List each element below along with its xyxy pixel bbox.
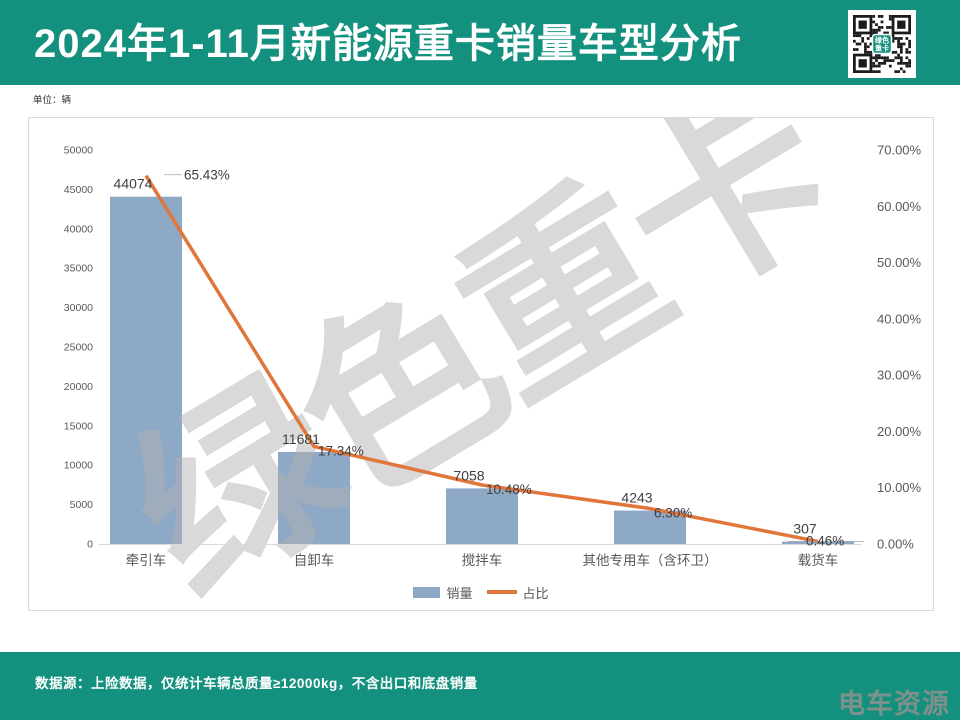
legend-line-swatch <box>486 590 517 594</box>
left-axis-tick-label: 10000 <box>64 460 93 472</box>
x-axis-category-label: 其他专用车（含环卫） <box>583 552 718 568</box>
bar-4 <box>782 541 854 544</box>
pct-label: 10.48% <box>486 482 532 497</box>
x-axis-category-label: 搅拌车 <box>462 552 503 568</box>
left-axis-tick-label: 50000 <box>64 145 93 157</box>
brand-logo: 电车资源 <box>838 689 950 719</box>
right-axis-tick-label: 60.00% <box>877 199 922 214</box>
header-band: 2024年1-11月新能源重卡销量车型分析 绿色 重卡 <box>0 0 960 85</box>
value-label: 11681 <box>282 431 320 447</box>
qr-code-icon: 绿色 重卡 <box>848 10 916 78</box>
svg-text:绿色: 绿色 <box>875 36 889 45</box>
svg-text:重卡: 重卡 <box>875 44 889 53</box>
right-axis-tick-label: 20.00% <box>877 424 922 439</box>
right-axis-tick-label: 50.00% <box>877 255 922 270</box>
left-axis-tick-label: 5000 <box>70 499 94 511</box>
bar-1 <box>278 451 350 544</box>
pct-label: 0.46% <box>806 533 844 548</box>
right-axis-tick-label: 40.00% <box>877 311 922 326</box>
value-label: 4243 <box>621 490 652 506</box>
pct-label: 6.30% <box>654 506 692 521</box>
value-label: 44074 <box>114 176 153 192</box>
bar-series-layer <box>110 196 854 544</box>
chart-legend: 销量 占比 <box>29 582 933 602</box>
page-title: 2024年1-11月新能源重卡销量车型分析 <box>34 22 742 66</box>
left-axis-tick-label: 15000 <box>64 420 93 432</box>
bar-0 <box>110 196 182 544</box>
footer-band: 数据源：上险数据，仅统计车辆总质量≥12000kg，不含出口和底盘销量 电车资源 <box>0 652 960 720</box>
left-axis-tick-label: 25000 <box>64 342 93 354</box>
chart-panel: 绿色重卡 0 5000 10000 15000 20000 25000 30000 35000… <box>28 117 934 611</box>
value-label: 307 <box>793 521 817 537</box>
left-axis-tick-label: 35000 <box>64 263 93 275</box>
left-axis-tick-label: 20000 <box>64 381 93 393</box>
right-axis-tick-label: 0.00% <box>877 537 914 552</box>
x-axis-category-label: 载货车 <box>798 552 839 568</box>
left-axis-tick-label: 40000 <box>64 223 93 235</box>
left-axis-tick-label: 45000 <box>64 184 93 196</box>
legend-label-share: 占比 <box>522 585 549 601</box>
pct-label: 65.43% <box>184 168 230 183</box>
right-axis-tick-label: 10.00% <box>877 480 922 495</box>
value-label: 7058 <box>453 467 484 483</box>
left-axis-tick-label: 30000 <box>64 302 93 314</box>
unit-label: 单位：辆 <box>33 95 72 106</box>
pct-label: 17.34% <box>318 443 364 458</box>
x-axis-category-label: 自卸车 <box>294 552 335 568</box>
data-source-note: 数据源：上险数据，仅统计车辆总质量≥12000kg，不含出口和底盘销量 <box>35 676 478 691</box>
qr-code-pattern: 绿色重卡 <box>848 10 916 78</box>
trend-line <box>144 174 819 544</box>
right-axis-tick-label: 30.00% <box>877 368 922 383</box>
bar-3 <box>614 510 686 544</box>
left-axis-tick-label: 0 <box>87 539 93 551</box>
bar-2 <box>446 488 518 544</box>
x-axis-category-label: 牵引车 <box>126 552 167 568</box>
legend-bar-swatch <box>413 586 441 598</box>
right-axis-tick-label: 70.00% <box>877 143 922 158</box>
axes-and-line-layer: 0 5000 10000 15000 20000 25000 30000 35000 40000… <box>64 143 922 569</box>
legend-label-sales: 销量 <box>446 585 473 601</box>
